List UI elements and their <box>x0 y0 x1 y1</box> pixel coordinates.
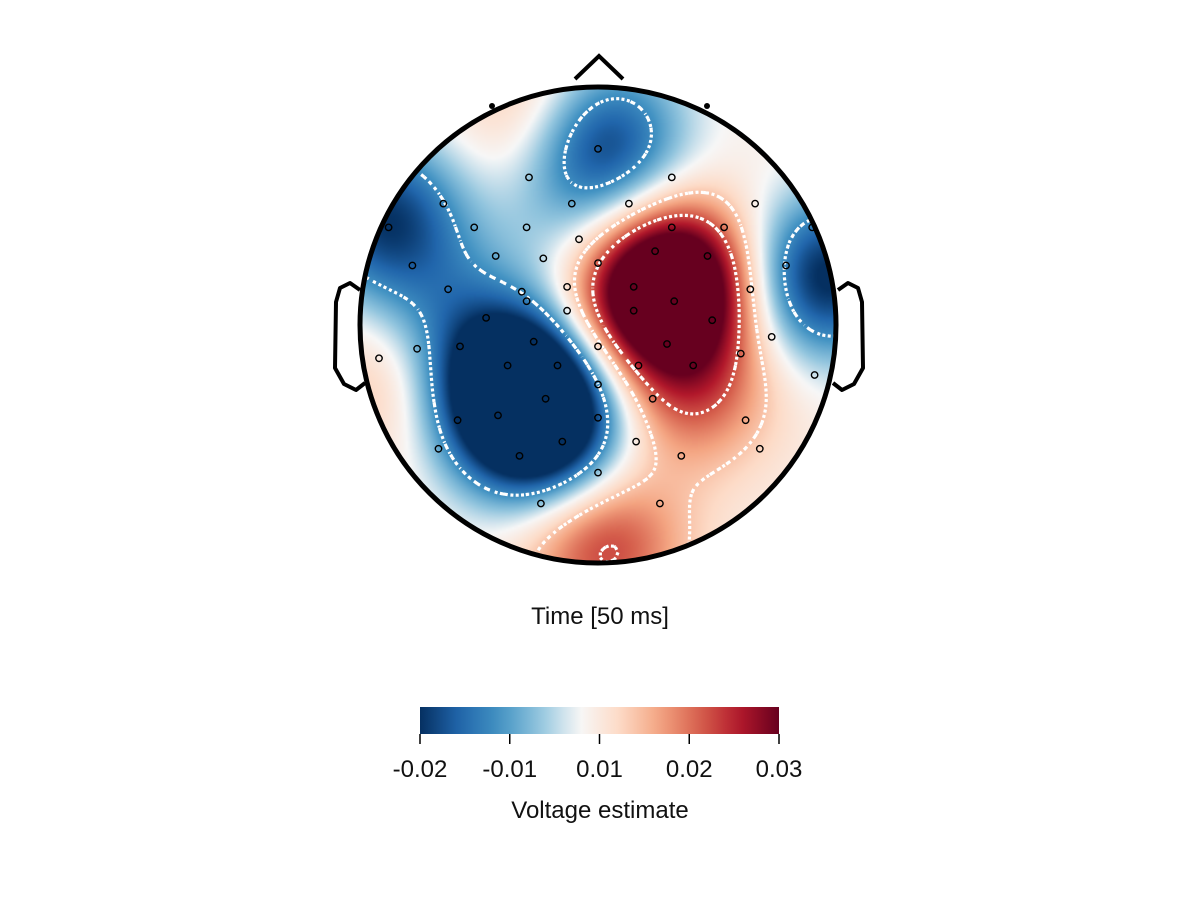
sensor-marker <box>541 394 550 403</box>
plot-title: Time [50 ms] <box>531 603 669 630</box>
sensor-marker <box>767 332 776 341</box>
sensor-marker <box>517 287 526 296</box>
colorbar-tick-label: -0.01 <box>482 756 537 783</box>
head-marker-left <box>489 103 495 109</box>
colorbar: -0.02 -0.01 0.01 0.02 0.03 Voltage estimate <box>393 707 803 824</box>
right-ear-outline <box>831 281 865 392</box>
sensor-marker <box>689 361 698 370</box>
sensor-marker <box>575 235 583 244</box>
colorbar-label: Voltage estimate <box>511 797 688 824</box>
sensor-marker <box>491 252 500 260</box>
sensor-marker <box>553 361 562 370</box>
sensor-marker <box>453 416 462 425</box>
sensor-marker <box>810 371 819 379</box>
sensor-marker <box>594 342 602 351</box>
colorbar-ticks: -0.02 -0.01 0.01 0.02 0.03 <box>393 734 803 783</box>
sensor-markers <box>375 144 819 508</box>
sensor-marker <box>634 361 643 370</box>
sensor-marker <box>522 297 531 306</box>
sensor-marker <box>539 254 548 263</box>
sensor-marker <box>494 411 502 420</box>
contour-line <box>591 213 741 563</box>
colorbar-gradient <box>420 707 779 734</box>
sensor-marker <box>746 285 755 294</box>
sensor-marker <box>629 282 638 291</box>
sensor-marker <box>515 451 524 460</box>
sensor-marker <box>667 223 676 232</box>
colorbar-tick-label: 0.01 <box>576 756 623 783</box>
sensor-marker <box>736 349 745 358</box>
sensor-marker <box>408 261 417 270</box>
sensor-marker <box>708 316 717 325</box>
sensor-marker <box>567 199 576 208</box>
sensor-marker <box>720 223 728 232</box>
sensor-marker <box>503 361 512 370</box>
sensor-marker <box>413 344 421 353</box>
nose-outline <box>573 53 625 81</box>
left-ear-outline <box>333 281 367 392</box>
sensor-marker <box>529 337 538 346</box>
sensor-marker <box>782 261 790 270</box>
sensor-marker <box>648 394 657 403</box>
sensor-marker <box>594 144 602 153</box>
sensor-marker <box>751 199 759 208</box>
sensor-marker <box>558 437 567 446</box>
sensor-marker <box>703 252 712 260</box>
sensor-marker <box>632 437 640 446</box>
sensor-marker <box>677 451 686 460</box>
sensor-marker <box>755 444 764 453</box>
sensor-marker <box>525 173 533 182</box>
contour-lines <box>360 97 836 563</box>
sensor-marker <box>594 468 602 477</box>
sensor-marker <box>384 223 393 232</box>
sensor-marker <box>482 313 490 322</box>
sensor-marker <box>563 306 571 315</box>
sensor-marker <box>670 297 679 306</box>
sensor-marker <box>456 342 464 351</box>
sensor-marker <box>470 223 479 232</box>
sensor-marker <box>375 354 383 363</box>
sensor-marker <box>594 259 602 267</box>
sensor-marker <box>594 380 602 389</box>
sensor-marker <box>629 306 638 315</box>
sensor-marker <box>439 199 448 208</box>
sensor-marker <box>522 223 531 232</box>
colorbar-tick-label: 0.02 <box>666 756 713 783</box>
head-marker-right <box>704 103 710 109</box>
sensor-marker <box>651 247 659 256</box>
sensor-marker <box>656 499 664 508</box>
contour-line <box>360 97 836 497</box>
sensor-marker <box>563 282 571 291</box>
sensor-marker <box>663 340 671 348</box>
sensor-marker <box>741 416 750 425</box>
sensor-marker <box>444 285 452 294</box>
contour-line <box>531 190 768 563</box>
head-outline <box>357 84 839 566</box>
sensor-marker <box>537 499 545 508</box>
colorbar-tick-label: 0.03 <box>756 756 803 783</box>
sensor-marker <box>625 199 633 208</box>
colorbar-tick-label: -0.02 <box>393 756 448 783</box>
sensor-marker <box>434 444 443 453</box>
sensor-marker <box>594 413 602 422</box>
sensor-marker <box>667 173 676 182</box>
